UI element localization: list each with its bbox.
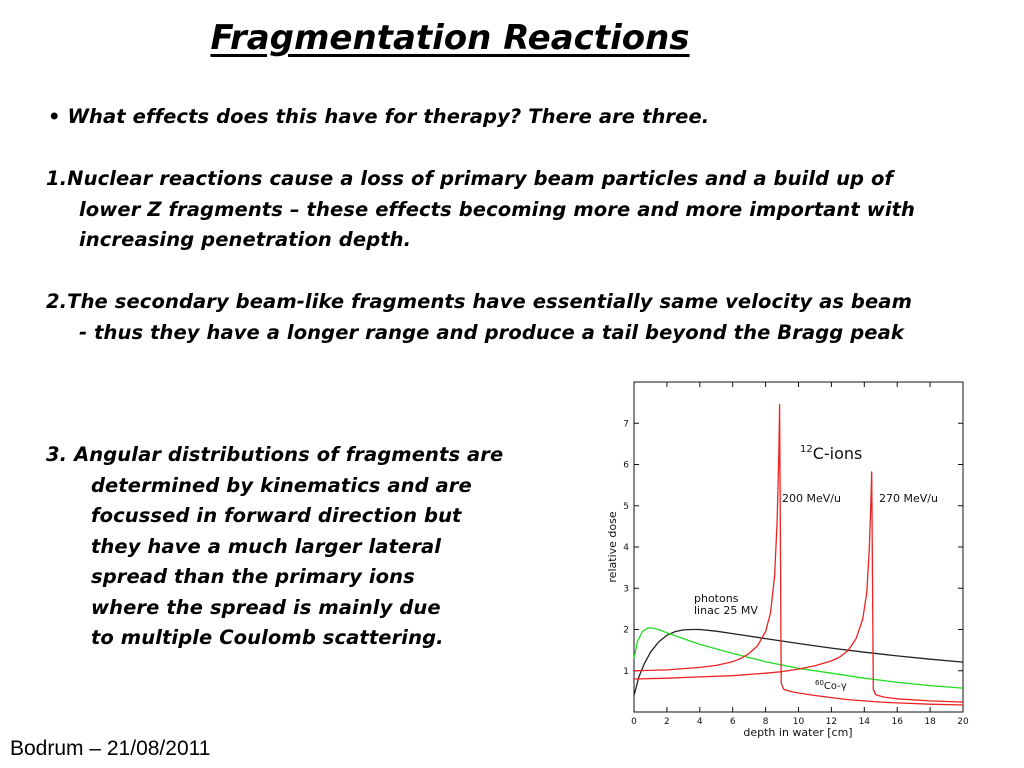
x-tick-label: 8	[763, 717, 769, 727]
x-axis-label: depth in water [cm]	[743, 726, 852, 739]
point-2: 2.The secondary beam-like fragments have…	[46, 287, 912, 348]
y-tick-label: 4	[623, 543, 629, 553]
ions-label: 12C-ions	[800, 444, 862, 463]
x-tick-label: 2	[664, 717, 670, 727]
point-3-line: focussed in forward direction but	[91, 504, 462, 527]
x-tick-label: 12	[826, 717, 837, 727]
photons-dose-curve	[633, 628, 964, 696]
plot-frame	[633, 381, 964, 713]
dose-depth-chart: 0 2 4 6 8 10 12 14 16 18 20 1 2 3 4 5 6 7 relative dose d…	[598, 376, 980, 748]
x-tick-label: 16	[891, 717, 903, 727]
x-tick-label: 0	[631, 717, 637, 727]
x-tick-label: 6	[730, 717, 736, 727]
y-tick-label: 3	[623, 584, 629, 594]
y-axis-label: relative dose	[606, 511, 619, 582]
x-tick-label: 10	[793, 717, 805, 727]
point-1-line: 1.Nuclear reactions cause a loss of prim…	[46, 167, 894, 190]
data-lines	[633, 404, 964, 706]
cobalt-mass: 60	[815, 679, 824, 687]
photons-source-label: linac 25 MV	[694, 604, 758, 617]
x-tick-label: 4	[697, 717, 703, 727]
point-2-line: - thus they have a longer range and prod…	[79, 320, 904, 344]
y-tick-label: 7	[623, 419, 629, 429]
y-tick-label: 1	[623, 667, 629, 677]
point-3-line: to multiple Coulomb scattering.	[91, 626, 444, 649]
ions-dose-curve	[633, 471, 964, 703]
ions-dose-curve	[633, 404, 964, 706]
cobalt-label: 60Co-γ	[815, 679, 847, 692]
peak-270-label: 270 MeV/u	[879, 492, 938, 505]
point-3-line: they have a much larger lateral	[91, 534, 442, 558]
point-3: 3. Angular distributions of fragments ar…	[46, 440, 503, 654]
y-tick-label: 5	[623, 502, 629, 512]
ions-mass: 12	[800, 444, 813, 455]
point-3-line: where the spread is mainly due	[91, 595, 441, 619]
ions-name: C-ions	[813, 444, 863, 463]
footer-date: Bodrum – 21/08/2011	[10, 737, 211, 760]
point-1-line: increasing penetration depth.	[79, 228, 412, 251]
bullet-question: • What effects does this have for therap…	[48, 105, 710, 128]
photons-label: photons	[694, 592, 739, 605]
point-3-line: spread than the primary ions	[91, 565, 415, 588]
x-tick-label: 18	[924, 717, 936, 727]
point-1: 1.Nuclear reactions cause a loss of prim…	[46, 164, 915, 256]
point-2-line: 2.The secondary beam-like fragments have…	[46, 290, 912, 313]
slide-title: Fragmentation Reactions	[210, 18, 690, 58]
point-1-line: lower Z fragments – these effects becomi…	[79, 197, 916, 221]
y-tick-label: 2	[623, 626, 629, 636]
point-3-line: 3. Angular distributions of fragments ar…	[46, 443, 504, 466]
y-tick-label: 6	[623, 461, 629, 471]
cobalt-dose-curve	[633, 627, 964, 689]
x-tick-label: 14	[859, 717, 871, 727]
peak-200-label: 200 MeV/u	[782, 492, 841, 505]
cobalt-name: Co-γ	[824, 681, 847, 692]
point-3-line: determined by kinematics and are	[91, 473, 472, 497]
x-tick-label: 20	[957, 717, 969, 727]
